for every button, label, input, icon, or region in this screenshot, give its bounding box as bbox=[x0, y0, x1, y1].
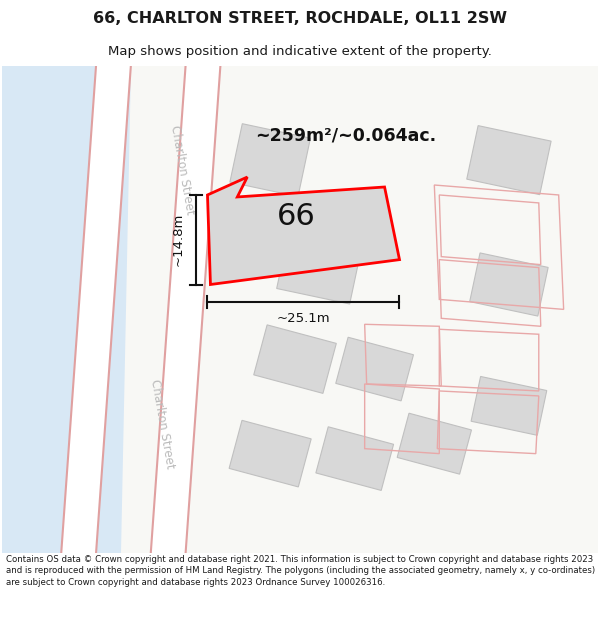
Polygon shape bbox=[230, 124, 310, 197]
Text: ~14.8m: ~14.8m bbox=[171, 213, 184, 266]
Polygon shape bbox=[397, 413, 472, 474]
Polygon shape bbox=[2, 66, 161, 553]
Text: 66, CHARLTON STREET, ROCHDALE, OL11 2SW: 66, CHARLTON STREET, ROCHDALE, OL11 2SW bbox=[93, 11, 507, 26]
Polygon shape bbox=[208, 177, 400, 284]
Text: ~259m²/~0.064ac.: ~259m²/~0.064ac. bbox=[255, 126, 436, 144]
Text: Contains OS data © Crown copyright and database right 2021. This information is : Contains OS data © Crown copyright and d… bbox=[6, 554, 595, 587]
Polygon shape bbox=[467, 126, 551, 194]
Polygon shape bbox=[277, 225, 363, 304]
Text: Charlton Street: Charlton Street bbox=[148, 378, 177, 469]
Polygon shape bbox=[121, 66, 598, 553]
Polygon shape bbox=[470, 253, 548, 316]
Text: Map shows position and indicative extent of the property.: Map shows position and indicative extent… bbox=[108, 45, 492, 58]
Polygon shape bbox=[471, 376, 547, 435]
Text: Charlton Street: Charlton Street bbox=[169, 124, 197, 216]
Polygon shape bbox=[316, 427, 394, 491]
Polygon shape bbox=[229, 421, 311, 487]
Polygon shape bbox=[151, 66, 220, 553]
Polygon shape bbox=[61, 66, 131, 553]
Polygon shape bbox=[336, 338, 413, 401]
Polygon shape bbox=[2, 66, 598, 553]
Polygon shape bbox=[254, 325, 337, 393]
Text: 66: 66 bbox=[277, 202, 316, 231]
Text: ~25.1m: ~25.1m bbox=[277, 312, 330, 325]
